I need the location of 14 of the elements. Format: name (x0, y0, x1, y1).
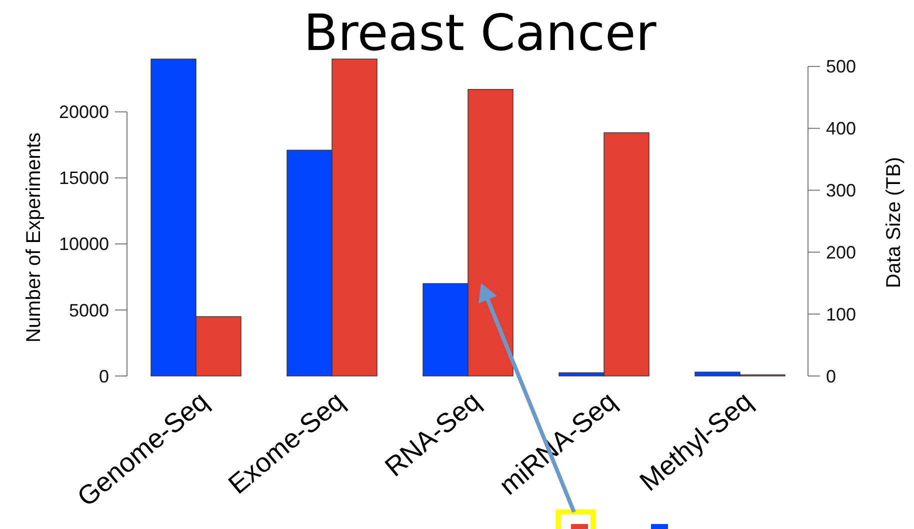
y2-tick-label: 300 (826, 180, 856, 201)
y2-axis-title: Data Size (TB) (883, 156, 905, 288)
chart-title: Breast Cancer (304, 4, 657, 62)
y-tick-label: 20000 (58, 102, 109, 122)
y2-tick-label: 0 (826, 366, 836, 386)
y-axis-title: Number of Experiments (23, 132, 45, 343)
y2-tick-label: 400 (826, 118, 856, 139)
y2-tick-label: 200 (826, 242, 856, 262)
y2-tick-label: 100 (826, 304, 856, 324)
y-tick-label: 10000 (58, 234, 109, 254)
y-tick-label: 5000 (68, 300, 109, 320)
y-tick-label: 15000 (58, 168, 109, 188)
y2-tick-label: 500 (826, 56, 856, 77)
y-tick-label: 0 (98, 366, 109, 386)
